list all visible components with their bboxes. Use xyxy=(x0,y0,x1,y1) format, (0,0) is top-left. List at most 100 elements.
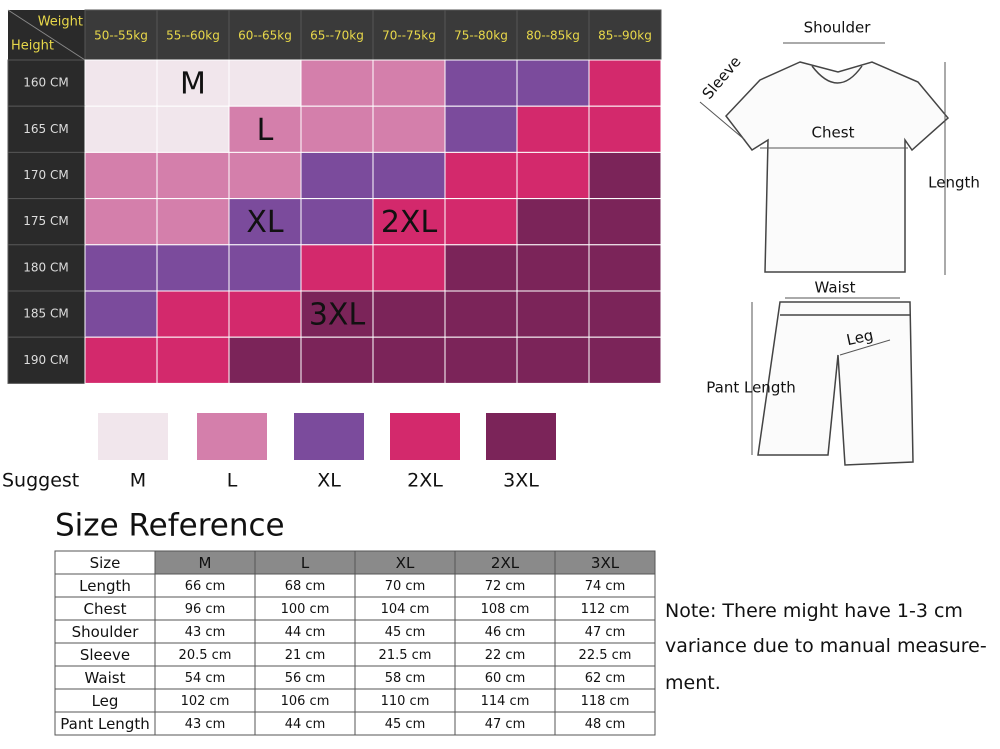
table-value: 44 cm xyxy=(285,625,326,640)
size-cell xyxy=(444,59,518,107)
leg-label: Leg xyxy=(845,326,875,349)
size-cell xyxy=(84,105,158,153)
size-cell xyxy=(444,244,518,292)
height-header-cell xyxy=(7,59,86,107)
corner-weight: Weight xyxy=(38,15,83,30)
size-cell xyxy=(300,244,374,292)
height-header-cell xyxy=(7,105,86,153)
legend-size-label: L xyxy=(227,470,238,492)
size-cell xyxy=(300,105,374,153)
size-cell xyxy=(84,151,158,200)
size-cell xyxy=(444,151,518,200)
size-cell xyxy=(372,290,446,338)
size-cell xyxy=(228,244,302,292)
legend-size-label: M xyxy=(130,470,146,492)
size-cell xyxy=(516,198,590,246)
weight-header: 70--75kg xyxy=(382,29,436,43)
size-cell xyxy=(444,290,518,338)
size-cell xyxy=(588,151,662,200)
size-cell xyxy=(588,290,662,338)
grid-size-label: L xyxy=(257,113,274,148)
table-value: 60 cm xyxy=(485,671,526,686)
weight-header-cell xyxy=(84,9,158,61)
table-value: 106 cm xyxy=(281,694,330,709)
weight-header-cell xyxy=(228,9,302,61)
table-value: 45 cm xyxy=(385,625,426,640)
legend-size-label: 2XL xyxy=(407,470,443,492)
table-value: 108 cm xyxy=(481,602,530,617)
size-cell xyxy=(516,336,590,384)
table-header-text: Leg xyxy=(92,692,119,710)
table-value: 104 cm xyxy=(381,602,430,617)
size-cell xyxy=(372,244,446,292)
size-cell xyxy=(372,59,446,107)
table-header-text: Waist xyxy=(85,669,126,687)
legend-label: Suggest xyxy=(2,470,79,492)
size-cell xyxy=(444,336,518,384)
size-cell xyxy=(84,336,158,384)
weight-header-cell xyxy=(516,9,590,61)
size-cell xyxy=(516,290,590,338)
table-value: 112 cm xyxy=(581,602,630,617)
size-cell xyxy=(588,105,662,153)
size-cell xyxy=(156,198,230,246)
grid-size-label: 3XL xyxy=(309,298,366,333)
size-cell xyxy=(588,59,662,107)
table-value: 62 cm xyxy=(585,671,626,686)
height-header-cell xyxy=(7,336,86,384)
length-label: Length xyxy=(928,174,980,192)
size-cell xyxy=(300,198,374,246)
size-cell xyxy=(84,244,158,292)
size-cell xyxy=(156,105,230,153)
size-cell xyxy=(300,336,374,384)
table-value: 70 cm xyxy=(385,579,426,594)
size-cell xyxy=(516,151,590,200)
weight-header: 75--80kg xyxy=(454,29,508,43)
chest-label: Chest xyxy=(812,124,855,142)
table-value: 114 cm xyxy=(481,694,530,709)
size-cell xyxy=(372,151,446,200)
table-value: 47 cm xyxy=(585,625,626,640)
table-value: 47 cm xyxy=(485,717,526,732)
size-cell xyxy=(372,198,446,246)
table-header-text: Size xyxy=(90,554,121,572)
table-header-text: Pant Length xyxy=(60,715,149,733)
table-value: 43 cm xyxy=(185,717,226,732)
height-header: 170 CM xyxy=(23,168,68,182)
height-header: 160 CM xyxy=(23,76,68,90)
corner-divider xyxy=(7,9,86,61)
table-value: 110 cm xyxy=(381,694,430,709)
table-value: 22.5 cm xyxy=(579,648,632,663)
legend-swatch xyxy=(98,413,168,460)
size-cell xyxy=(156,244,230,292)
grid-size-label: 2XL xyxy=(381,205,438,240)
table-value: 20.5 cm xyxy=(179,648,232,663)
size-cell xyxy=(444,198,518,246)
size-cell xyxy=(516,59,590,107)
pant-length-label: Pant Length xyxy=(706,379,795,397)
table-value: 48 cm xyxy=(585,717,626,732)
table-value: 66 cm xyxy=(185,579,226,594)
size-cell xyxy=(300,59,374,107)
table-header-text: L xyxy=(301,554,310,572)
table-value: 54 cm xyxy=(185,671,226,686)
weight-header: 80--85kg xyxy=(526,29,580,43)
size-cell xyxy=(516,105,590,153)
size-cell xyxy=(588,198,662,246)
table-value: 22 cm xyxy=(485,648,526,663)
height-header-cell xyxy=(7,151,86,200)
shorts-diagram xyxy=(751,297,914,466)
grid-size-label: M xyxy=(180,67,206,102)
table-value: 74 cm xyxy=(585,579,626,594)
table-value: 96 cm xyxy=(185,602,226,617)
height-header: 185 CM xyxy=(23,307,68,321)
table-value: 21 cm xyxy=(285,648,326,663)
waist-label: Waist xyxy=(815,279,856,297)
table-cell xyxy=(554,711,656,736)
sleeve-label: Sleeve xyxy=(699,53,745,103)
table-header-text: Length xyxy=(79,577,131,595)
height-header-cell xyxy=(7,290,86,338)
size-cell xyxy=(228,290,302,338)
size-reference-title: Size Reference xyxy=(55,508,285,544)
